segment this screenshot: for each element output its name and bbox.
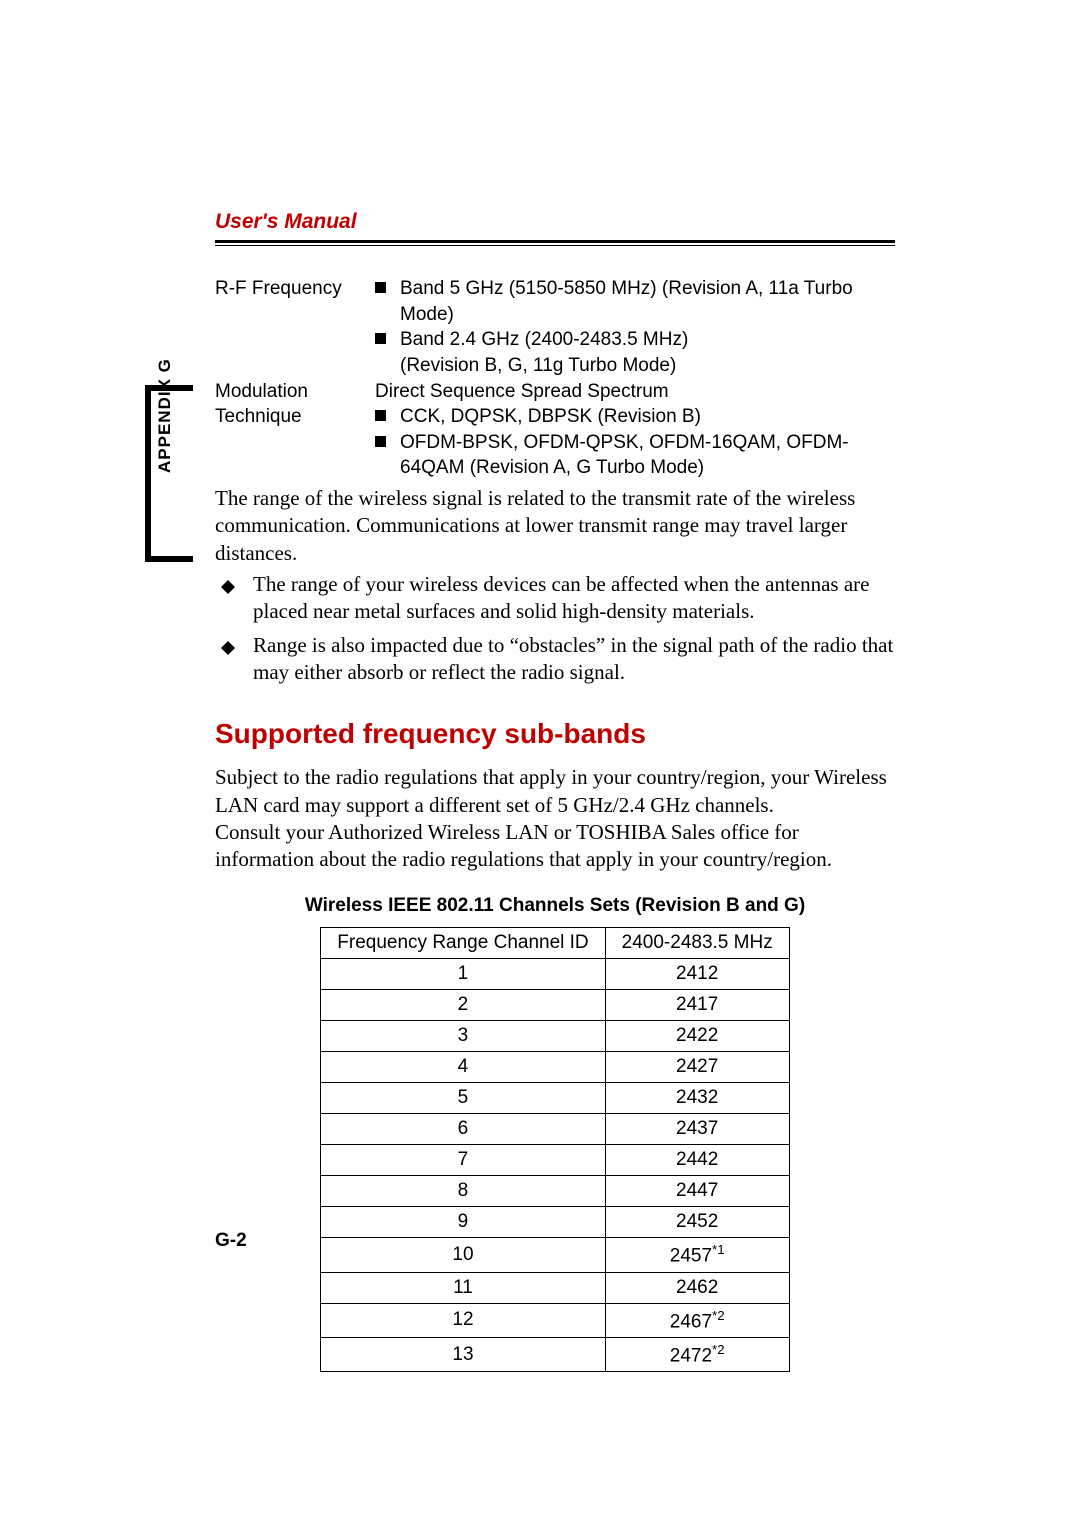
table-row: 62437 xyxy=(321,1114,789,1145)
diamond-bullet-icon xyxy=(221,573,235,587)
frequency-cell: 2457*1 xyxy=(605,1238,789,1272)
rf-label: R-F Frequency xyxy=(215,276,375,302)
appendix-tab: APPENDIX G xyxy=(145,385,193,562)
channel-id-cell: 13 xyxy=(321,1338,605,1372)
square-bullet-icon xyxy=(375,410,386,421)
channel-id-cell: 6 xyxy=(321,1114,605,1145)
frequency-cell: 2462 xyxy=(605,1272,789,1303)
channel-id-cell: 1 xyxy=(321,959,605,990)
channels-table: Frequency Range Channel ID 2400-2483.5 M… xyxy=(320,927,789,1372)
mod-body: Direct Sequence Spread Spectrum CCK, DQP… xyxy=(375,379,895,482)
diamond-text-1: The range of your wireless devices can b… xyxy=(253,571,895,626)
channel-id-cell: 8 xyxy=(321,1176,605,1207)
diamond-text-2: Range is also impacted due to “obstacles… xyxy=(253,632,895,687)
diamond-item-1: The range of your wireless devices can b… xyxy=(221,571,895,626)
frequency-cell: 2432 xyxy=(605,1083,789,1114)
square-bullet-icon xyxy=(375,436,386,447)
frequency-cell: 2447 xyxy=(605,1176,789,1207)
channel-id-cell: 12 xyxy=(321,1303,605,1337)
page-content: User's Manual R-F Frequency Band 5 GHz (… xyxy=(215,210,895,1372)
header-rule-thin xyxy=(215,245,895,246)
table-row: 132472*2 xyxy=(321,1338,789,1372)
mod-b2-text: OFDM-BPSK, OFDM-QPSK, OFDM-16QAM, OFDM-6… xyxy=(400,430,895,481)
table-header-row: Frequency Range Channel ID 2400-2483.5 M… xyxy=(321,928,789,959)
rf-frequency-row: R-F Frequency Band 5 GHz (5150-5850 MHz)… xyxy=(215,276,895,379)
appendix-label: APPENDIX G xyxy=(155,358,175,473)
table-row: 112462 xyxy=(321,1272,789,1303)
range-paragraph: The range of the wireless signal is rela… xyxy=(215,485,895,567)
page-number: G-2 xyxy=(215,1230,247,1252)
header-rule-thick xyxy=(215,240,895,243)
mod-bullet-1: CCK, DQPSK, DBPSK (Revision B) xyxy=(375,404,895,430)
frequency-cell: 2452 xyxy=(605,1207,789,1238)
table-row: 42427 xyxy=(321,1052,789,1083)
frequency-cell: 2472*2 xyxy=(605,1338,789,1372)
table-row: 72442 xyxy=(321,1145,789,1176)
diamond-item-2: Range is also impacted due to “obstacles… xyxy=(221,632,895,687)
channel-id-cell: 3 xyxy=(321,1021,605,1052)
channel-id-cell: 2 xyxy=(321,990,605,1021)
frequency-cell: 2417 xyxy=(605,990,789,1021)
table-row: 52432 xyxy=(321,1083,789,1114)
table-row: 22417 xyxy=(321,990,789,1021)
rf-bullet-1: Band 5 GHz (5150-5850 MHz) (Revision A, … xyxy=(375,276,895,327)
section-title: Supported frequency sub-bands xyxy=(215,718,895,750)
square-bullet-icon xyxy=(375,282,386,293)
frequency-cell: 2422 xyxy=(605,1021,789,1052)
modulation-row: Modulation Technique Direct Sequence Spr… xyxy=(215,379,895,482)
diamond-bullet-icon xyxy=(221,634,235,648)
table-row: 102457*1 xyxy=(321,1238,789,1272)
square-bullet-icon xyxy=(375,333,386,344)
rf-b1-text: Band 5 GHz (5150-5850 MHz) (Revision A, … xyxy=(400,276,895,327)
channel-id-cell: 5 xyxy=(321,1083,605,1114)
frequency-cell: 2437 xyxy=(605,1114,789,1145)
mod-label: Modulation Technique xyxy=(215,379,375,430)
rf-b2a: Band 2.4 GHz (2400-2483.5 MHz) xyxy=(400,329,688,350)
channel-id-cell: 10 xyxy=(321,1238,605,1272)
section-paragraph: Subject to the radio regulations that ap… xyxy=(215,764,895,873)
channel-id-cell: 11 xyxy=(321,1272,605,1303)
table-h1: Frequency Range Channel ID xyxy=(321,928,605,959)
rf-body: Band 5 GHz (5150-5850 MHz) (Revision A, … xyxy=(375,276,895,379)
mod-b1-text: CCK, DQPSK, DBPSK (Revision B) xyxy=(400,404,701,430)
channel-id-cell: 9 xyxy=(321,1207,605,1238)
diamond-list: The range of your wireless devices can b… xyxy=(215,571,895,686)
table-title: Wireless IEEE 802.11 Channels Sets (Revi… xyxy=(215,895,895,917)
channel-id-cell: 7 xyxy=(321,1145,605,1176)
mod-intro: Direct Sequence Spread Spectrum xyxy=(375,379,895,405)
rf-b2b: (Revision B, G, 11g Turbo Mode) xyxy=(400,355,676,376)
table-row: 12412 xyxy=(321,959,789,990)
mod-bullet-2: OFDM-BPSK, OFDM-QPSK, OFDM-16QAM, OFDM-6… xyxy=(375,430,895,481)
table-row: 92452 xyxy=(321,1207,789,1238)
table-row: 32422 xyxy=(321,1021,789,1052)
table-row: 122467*2 xyxy=(321,1303,789,1337)
frequency-cell: 2427 xyxy=(605,1052,789,1083)
table-row: 82447 xyxy=(321,1176,789,1207)
rf-b2-text: Band 2.4 GHz (2400-2483.5 MHz) (Revision… xyxy=(400,327,688,378)
frequency-cell: 2442 xyxy=(605,1145,789,1176)
rf-bullet-2: Band 2.4 GHz (2400-2483.5 MHz) (Revision… xyxy=(375,327,895,378)
header-title: User's Manual xyxy=(215,210,895,240)
channel-id-cell: 4 xyxy=(321,1052,605,1083)
table-h2: 2400-2483.5 MHz xyxy=(605,928,789,959)
frequency-cell: 2412 xyxy=(605,959,789,990)
frequency-cell: 2467*2 xyxy=(605,1303,789,1337)
